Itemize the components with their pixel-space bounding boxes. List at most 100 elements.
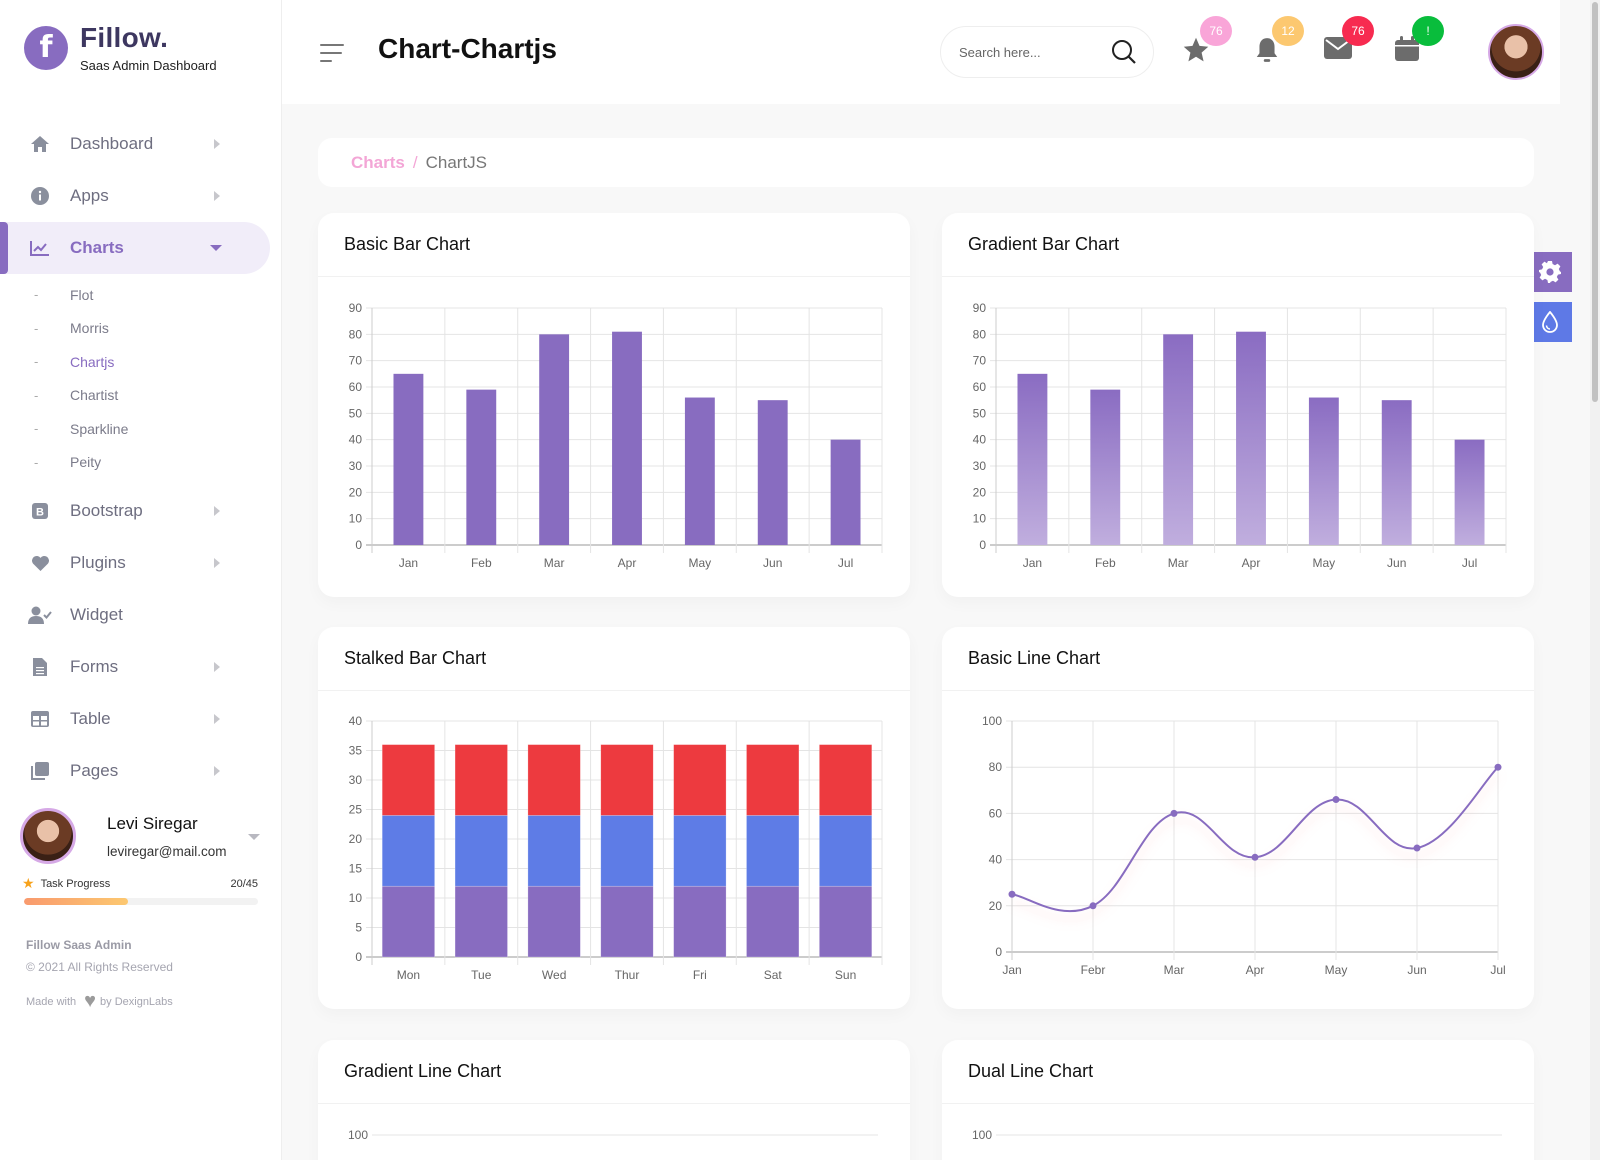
sidebar-item-bootstrap[interactable]: B Bootstrap — [0, 485, 282, 537]
settings-button[interactable] — [1528, 252, 1572, 292]
task-progress-count: 20/45 — [230, 877, 258, 890]
notification-badge: 76 — [1200, 16, 1232, 46]
made-with-text: Made with — [26, 995, 77, 1008]
y-tick-label: 80 — [973, 327, 987, 341]
x-tick-label: Jun — [1387, 556, 1406, 570]
bar-apr — [1236, 331, 1266, 545]
dash-bullet: - — [34, 287, 39, 303]
line-point-mar — [1170, 809, 1178, 817]
stacked-bar-segment — [819, 744, 873, 816]
stacked-bar-segment — [381, 815, 435, 887]
sidebar-item-table[interactable]: Table — [0, 693, 282, 745]
line-point-jun — [1413, 844, 1421, 852]
x-tick-label: Mar — [1164, 963, 1185, 977]
stacked-bar-segment — [673, 885, 727, 958]
header-avatar[interactable] — [1488, 24, 1544, 80]
y-tick-label: 80 — [349, 327, 363, 341]
theme-button[interactable] — [1528, 302, 1572, 342]
chevron-right-icon — [214, 506, 220, 516]
scrollbar-thumb[interactable] — [1592, 2, 1598, 402]
table-icon — [28, 707, 52, 731]
home-icon — [28, 132, 52, 156]
stacked-bar-segment — [746, 885, 800, 958]
user-check-icon — [28, 603, 52, 627]
submenu-item-peity[interactable]: - Peity — [0, 446, 282, 480]
submenu-label: Morris — [70, 320, 109, 337]
profile-email: leviregar@mail.com — [107, 844, 227, 859]
sidebar-item-apps[interactable]: Apps — [0, 170, 282, 222]
made-by-text: by DexignLabs — [100, 995, 173, 1008]
bar-jan — [393, 373, 424, 545]
dual-line-chart: 100 — [972, 1128, 1502, 1142]
sidebar-item-pages[interactable]: Pages — [0, 745, 282, 797]
search-icon[interactable] — [1111, 39, 1137, 70]
search-input[interactable] — [959, 44, 1099, 60]
heart-icon: ♥ — [84, 990, 97, 1012]
bell-icon[interactable]: 12 — [1254, 16, 1304, 66]
card-gradient-bar-chart: Gradient Bar Chart 0 10 20 30 40 50 60 70 80 90 Ja… — [942, 213, 1534, 597]
sidebar-item-widget[interactable]: Widget — [0, 589, 282, 641]
mail-icon[interactable]: 76 — [1324, 16, 1374, 66]
stacked-bar-segment — [746, 815, 800, 887]
y-tick-label: 0 — [355, 538, 362, 552]
card-basic-line-chart: Basic Line Chart 0 20 40 60 80 100 Jan Febr Mar A… — [942, 627, 1534, 1009]
x-tick-label: Jun — [1407, 963, 1426, 977]
sidebar-item-charts[interactable]: Charts — [0, 222, 270, 274]
sidebar: f Fillow. Saas Admin Dashboard Dashboard… — [0, 0, 282, 1160]
y-tick-label: 20 — [349, 485, 363, 499]
menu-toggle-icon[interactable] — [320, 44, 344, 68]
sidebar-item-plugins[interactable]: Plugins — [0, 537, 282, 589]
basic-line-chart: 0 20 40 60 80 100 Jan Febr Mar Apr May Jun Jul — [982, 714, 1506, 977]
sidebar-item-dashboard[interactable]: Dashboard — [0, 118, 282, 170]
sidebar-menu: Dashboard Apps Charts - Flot - Morris - Cha… — [0, 118, 282, 797]
calendar-icon[interactable]: ! — [1394, 16, 1444, 66]
submenu-item-sparkline[interactable]: - Sparkline — [0, 412, 282, 446]
dash-bullet: - — [34, 421, 39, 437]
task-progress-fill — [24, 898, 128, 905]
droplet-icon — [1542, 311, 1558, 333]
bootstrap-icon: B — [28, 499, 52, 523]
stacked-bar-segment — [381, 744, 435, 816]
star-icon: ★ — [22, 875, 35, 891]
x-tick-label: Mar — [544, 556, 565, 570]
page-scrollbar[interactable] — [1590, 0, 1600, 1160]
x-tick-label: Tue — [471, 968, 492, 982]
bar-may — [1308, 397, 1339, 545]
line-point-may — [1332, 796, 1340, 804]
y-tick-label: 30 — [349, 773, 363, 787]
x-tick-label: Feb — [1095, 556, 1116, 570]
stacked-bar-segment — [454, 885, 508, 958]
search-box — [940, 26, 1154, 78]
stacked-bar-segment — [381, 885, 435, 958]
stacked-bar-segment — [673, 815, 727, 887]
x-tick-label: Apr — [1246, 963, 1265, 977]
card-title: Gradient Bar Chart — [942, 213, 1534, 277]
stacked-bar-segment — [819, 815, 873, 887]
task-progress-bar — [24, 898, 258, 905]
submenu-item-chartjs[interactable]: - Chartjs — [0, 345, 282, 379]
submenu-item-flot[interactable]: - Flot — [0, 278, 282, 312]
y-tick-label: 30 — [973, 459, 987, 473]
sidebar-item-label: Bootstrap — [70, 501, 143, 520]
x-tick-label: Jan — [1023, 556, 1042, 570]
y-tick-label: 30 — [349, 459, 363, 473]
x-tick-label: Apr — [618, 556, 637, 570]
star-icon[interactable]: 76 — [1182, 16, 1232, 66]
x-tick-label: Thur — [615, 968, 640, 982]
stacked-bar-segment — [527, 815, 581, 887]
x-tick-label: Jun — [763, 556, 782, 570]
brand[interactable]: f Fillow. Saas Admin Dashboard — [24, 22, 217, 73]
gradient-bar-chart: 0 10 20 30 40 50 60 70 80 90 Jan Feb Mar Apr May Jun Jul — [973, 301, 1507, 570]
breadcrumb-link-charts[interactable]: Charts — [351, 152, 405, 172]
submenu-item-morris[interactable]: - Morris — [0, 312, 282, 346]
card-title: Basic Line Chart — [942, 627, 1534, 691]
caret-down-icon[interactable] — [248, 834, 260, 840]
x-tick-label: Feb — [471, 556, 492, 570]
sidebar-item-label: Charts — [70, 238, 124, 257]
sidebar-item-forms[interactable]: Forms — [0, 641, 282, 693]
submenu-item-chartist[interactable]: - Chartist — [0, 379, 282, 413]
sidebar-item-label: Plugins — [70, 553, 126, 572]
submenu-label: Flot — [70, 286, 94, 303]
task-progress-row: ★ Task Progress 20/45 — [22, 875, 258, 892]
dash-bullet: - — [34, 387, 39, 403]
